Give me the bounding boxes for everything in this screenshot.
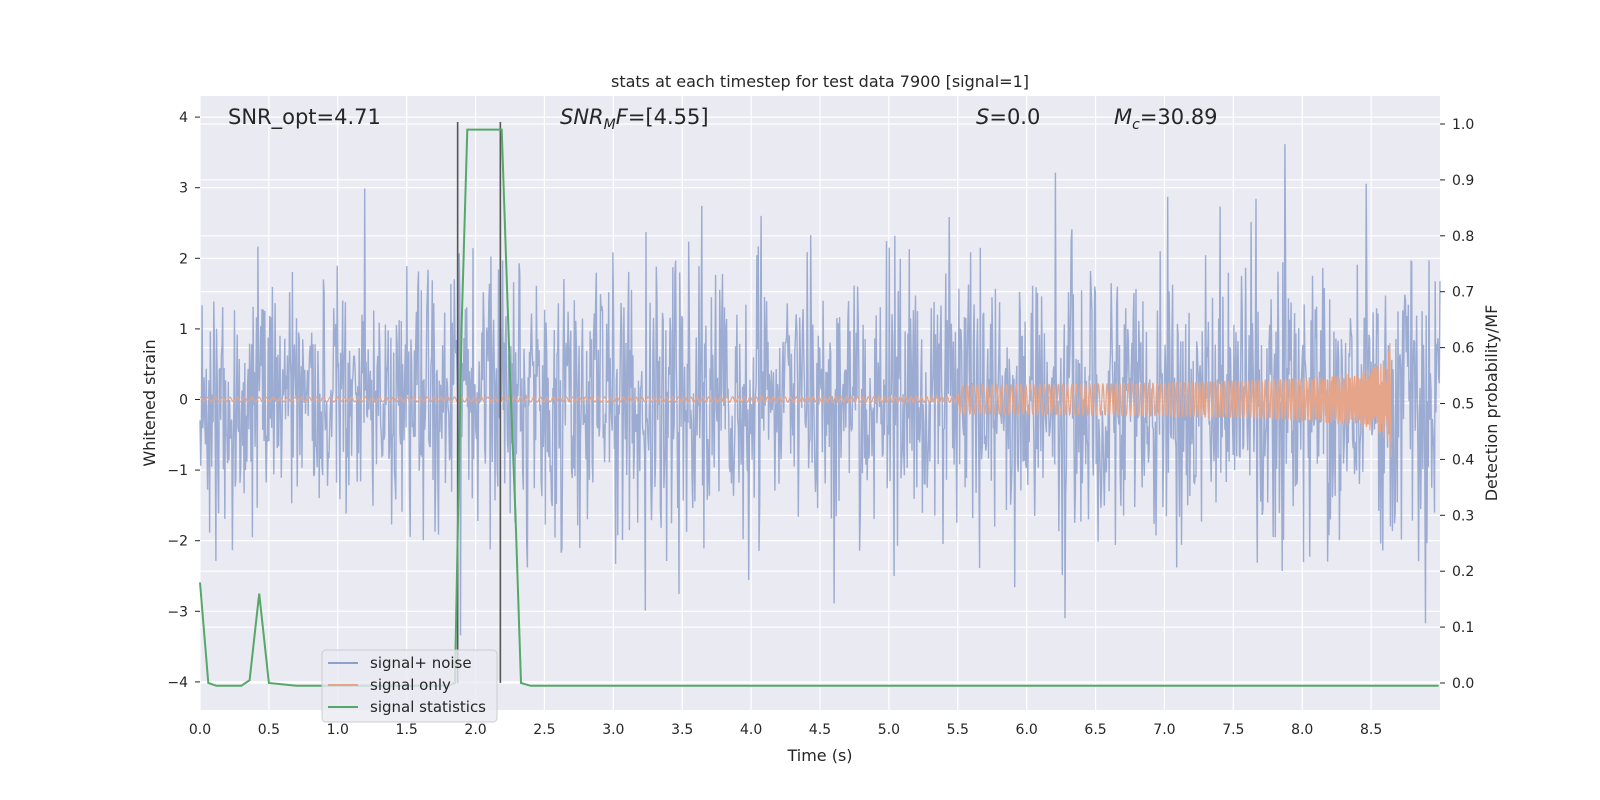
y-right-tick-label: 0.8	[1452, 229, 1474, 245]
x-tick-label: 5.5	[947, 722, 969, 738]
annotation-chirp-mass: Mc=30.89	[1114, 105, 1218, 133]
signal-trace	[199, 343, 1392, 458]
y-right-tick-label: 0.1	[1452, 620, 1474, 636]
x-tick-label: 7.5	[1222, 722, 1244, 738]
annotation-snr-mf: SNRMF=[4.55]	[560, 105, 709, 133]
y-left-tick-label: −2	[167, 534, 188, 550]
noise-trace	[199, 144, 1441, 636]
y-right-tick-label: 0.2	[1452, 564, 1474, 580]
x-tick-label: 4.5	[809, 722, 831, 738]
y-left-tick-label: −3	[167, 604, 188, 620]
series-signal-only	[199, 343, 1392, 458]
y-left-axis-label: Whitened strain	[140, 339, 159, 466]
x-tick-label: 5.0	[878, 722, 900, 738]
y-right-tick-label: 0.9	[1452, 173, 1474, 189]
x-tick-label: 6.5	[1084, 722, 1106, 738]
y-right-tick-label: 0.0	[1452, 676, 1474, 692]
y-left-tick-label: 2	[179, 251, 188, 267]
y-right-tick-label: 0.7	[1452, 285, 1474, 301]
x-tick-label: 8.5	[1360, 722, 1382, 738]
y-right-tick-label: 0.4	[1452, 452, 1474, 468]
y-right-tick-label: 0.5	[1452, 397, 1474, 413]
x-tick-label: 3.5	[671, 722, 693, 738]
y-right-tick-label: 1.0	[1452, 117, 1474, 133]
y-left-tick-label: −1	[167, 463, 188, 479]
y-left-tick-label: 1	[179, 322, 188, 338]
x-tick-label: 8.0	[1291, 722, 1313, 738]
legend-label-signal-plus-noise: signal+ noise	[370, 654, 472, 672]
legend-box	[321, 649, 498, 723]
annotation-snr-opt: SNR_opt=4.71	[228, 105, 381, 130]
x-tick-label: 4.0	[740, 722, 762, 738]
legend-label-signal-statistics: signal statistics	[370, 698, 486, 716]
y-left-tick-labels: 4 3 2 1 0 −1 −2 −3 −4	[167, 110, 200, 691]
x-tick-label: 0.5	[258, 722, 280, 738]
series-signal-plus-noise	[199, 144, 1441, 636]
x-tick-label: 7.0	[1153, 722, 1175, 738]
y-left-tick-label: 4	[179, 110, 188, 126]
legend-label-signal-only: signal only	[370, 676, 451, 694]
x-tick-labels: 0.0 0.5 1.0 1.5 2.0 2.5 3.0 3.5 4.0 4.5 5.0 5.5 6.0 6…	[189, 722, 1382, 738]
y-left-tick-label: 3	[179, 181, 188, 197]
y-left-tick-label: 0	[179, 393, 188, 409]
annotation-s-value: S=0.0	[976, 105, 1040, 129]
chart-title: stats at each timestep for test data 790…	[611, 72, 1029, 91]
legend: signal+ noise signal only signal statist…	[321, 649, 498, 723]
x-tick-label: 2.5	[533, 722, 555, 738]
y-right-tick-label: 0.6	[1452, 341, 1474, 357]
x-tick-label: 3.0	[602, 722, 624, 738]
y-right-tick-label: 0.3	[1452, 508, 1474, 524]
x-tick-label: 1.0	[327, 722, 349, 738]
y-right-tick-labels: 1.0 0.9 0.8 0.7 0.6 0.5 0.4 0.3 0.2 0.1 0.0	[1440, 117, 1474, 692]
y-right-axis-label: Detection probability/MF	[1482, 305, 1501, 502]
x-tick-label: 6.0	[1016, 722, 1038, 738]
x-axis-label: Time (s)	[786, 746, 852, 765]
x-tick-label: 0.0	[189, 722, 211, 738]
series-signal-statistics	[199, 128, 1439, 687]
x-tick-label: 1.5	[396, 722, 418, 738]
statistics-trace	[199, 128, 1439, 687]
y-left-tick-label: −4	[167, 675, 188, 691]
x-tick-label: 2.0	[464, 722, 486, 738]
